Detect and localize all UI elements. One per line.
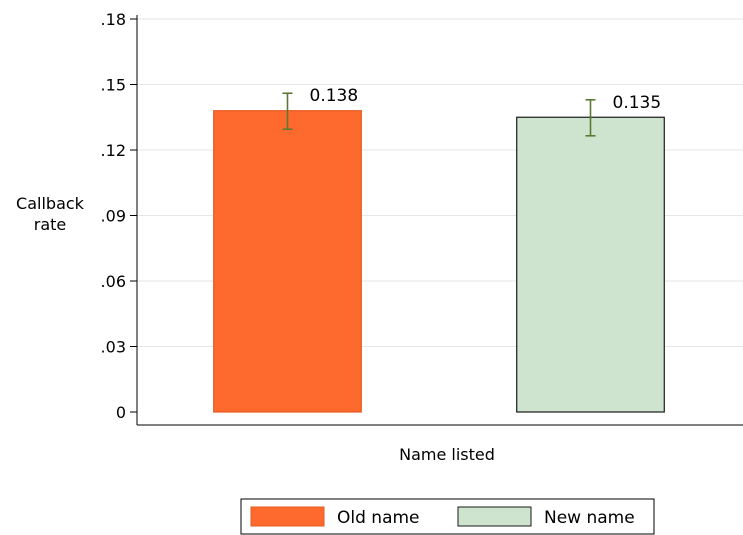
- legend-swatch-1: [457, 506, 532, 527]
- legend-items: Old name New name: [250, 506, 635, 528]
- data-label-0: 0.138: [310, 86, 359, 106]
- legend-swatch-0: [250, 506, 325, 527]
- y-tick-label-5: .15: [101, 76, 126, 95]
- y-tick-label-6: .18: [101, 10, 126, 29]
- y-tick-label-2: .06: [101, 272, 126, 291]
- y-axis-title-line-1: Callback: [16, 194, 85, 213]
- x-axis-title: Name listed: [399, 445, 495, 464]
- data-label-1: 0.135: [613, 93, 662, 113]
- bars: [213, 110, 665, 413]
- legend-label-1: New name: [544, 508, 635, 528]
- bar-old-name: [213, 110, 362, 413]
- y-axis-title-line-2: rate: [34, 215, 67, 234]
- y-tick-label-1: .03: [101, 338, 126, 357]
- axes: 0 .03 .06 .09 .12 .15 .18: [101, 10, 743, 426]
- y-tick-label-3: .09: [101, 207, 126, 226]
- legend-label-0: Old name: [337, 508, 420, 528]
- bar-new-name: [516, 116, 665, 413]
- legend: Old name New name: [240, 498, 655, 535]
- error-bars: [282, 92, 596, 137]
- y-tick-label-0: 0: [116, 403, 126, 422]
- data-labels: 0.138 0.135: [310, 86, 662, 113]
- y-tick-label-4: .12: [101, 141, 126, 160]
